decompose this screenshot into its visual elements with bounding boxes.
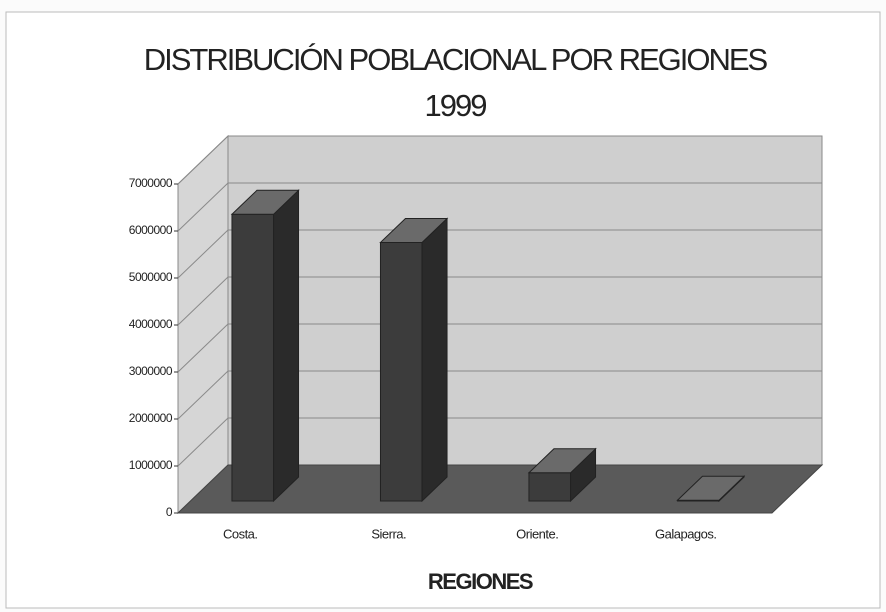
bar xyxy=(230,189,300,503)
bar-top xyxy=(676,475,746,501)
bar xyxy=(676,475,746,503)
y-tick-label: 6000000 xyxy=(129,223,173,237)
x-tick-label: Oriente. xyxy=(516,526,558,541)
y-tick-label: 3000000 xyxy=(129,364,173,378)
bar-top xyxy=(527,448,597,474)
y-tick-label: 1000000 xyxy=(129,458,173,472)
floor xyxy=(176,464,824,514)
x-axis-label: REGIONES xyxy=(428,569,533,594)
bar-top xyxy=(230,189,300,215)
grid-line-side xyxy=(177,182,229,232)
y-tick-label: 0 xyxy=(166,505,173,519)
grid-line-side xyxy=(177,417,229,467)
y-tick-label: 5000000 xyxy=(129,270,173,284)
grid-line xyxy=(177,182,822,232)
grid-line-side xyxy=(177,135,229,185)
bar-side xyxy=(273,189,300,503)
x-tick-label: Costa. xyxy=(223,526,258,541)
bar-front xyxy=(379,242,423,502)
grid-line xyxy=(177,323,822,373)
bar xyxy=(379,217,449,503)
bar-side xyxy=(421,217,448,503)
bar-top xyxy=(379,218,449,243)
grid-line xyxy=(177,370,822,420)
x-tick-label: Sierra. xyxy=(371,526,406,541)
grid-line-side xyxy=(177,370,229,420)
y-tick-label: 4000000 xyxy=(129,317,173,331)
bar-front xyxy=(528,472,572,502)
bar-front xyxy=(231,213,275,502)
grid-line-side xyxy=(177,229,229,279)
chart-title: DISTRIBUCIÓN POBLACIONAL POR REGIONES xyxy=(144,42,768,77)
y-tick-label: 7000000 xyxy=(129,176,173,190)
y-tick-label: 2000000 xyxy=(129,411,173,425)
grid-line-side xyxy=(177,323,229,373)
bar xyxy=(527,447,597,503)
grid-line-side xyxy=(177,276,229,326)
side-wall xyxy=(177,134,229,515)
back-wall xyxy=(227,135,823,466)
x-tick-label: Galapagos. xyxy=(655,526,717,541)
grid-line xyxy=(177,229,822,279)
grid-line xyxy=(177,135,822,185)
chart-subtitle: 1999 xyxy=(425,88,487,123)
grid-line xyxy=(177,417,822,467)
grid-line xyxy=(177,276,822,326)
